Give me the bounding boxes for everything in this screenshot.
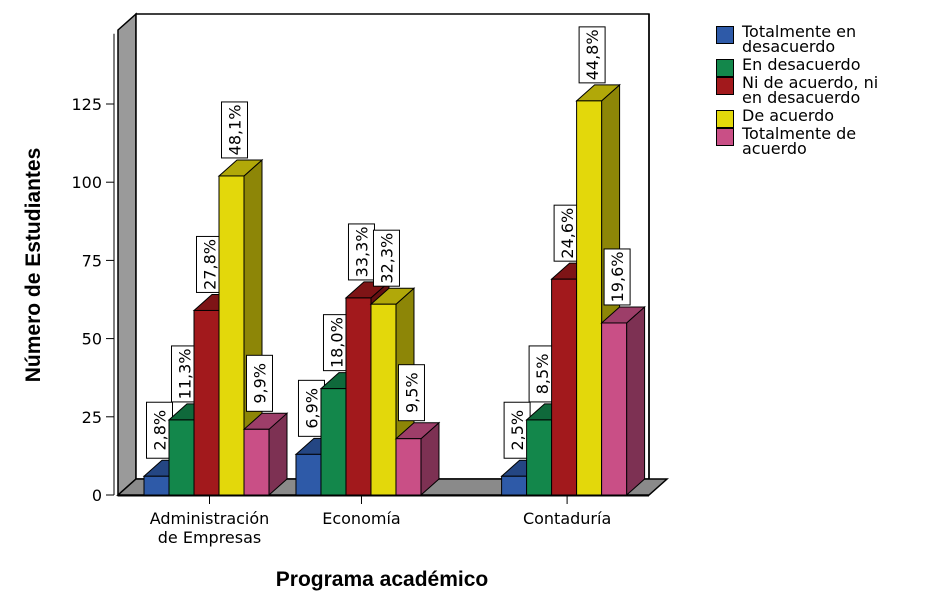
data-label-text: 2,8% [151, 410, 170, 451]
data-label-box [397, 364, 425, 422]
data-label: 19,6% [603, 248, 631, 306]
data-label-box [603, 248, 631, 306]
data-label-text: 32,3% [377, 233, 396, 284]
data-label: 9,9% [246, 354, 273, 412]
data-label-box [578, 26, 606, 84]
data-label-text: 9,5% [402, 372, 421, 413]
data-label-text: 11,3% [176, 349, 195, 400]
bar-front [526, 419, 553, 496]
x-tick-label: Administración [150, 509, 270, 528]
bar-front [193, 309, 220, 496]
legend-label: desacuerdo [742, 37, 836, 56]
x-tick-label: de Empresas [158, 528, 261, 547]
legend-label: acuerdo [742, 139, 807, 158]
data-label: 44,8% [578, 26, 606, 84]
y-axis: 0 25 50 75 100 125 [71, 33, 115, 505]
bar-front [218, 175, 245, 496]
legend: Totalmente en desacuerdo En desacuerdo Ni d… [716, 24, 931, 159]
data-label-text: 44,8% [583, 29, 602, 80]
data-label-text: 6,9% [302, 388, 321, 429]
bar-front [576, 100, 603, 496]
y-tick-label: 125 [71, 95, 102, 114]
data-label: 48,1% [221, 101, 248, 159]
data-label-box [372, 229, 400, 287]
data-label-box [246, 354, 273, 412]
bar-front [320, 388, 347, 496]
data-label-text: 9,9% [251, 363, 270, 404]
legend-item: En desacuerdo [716, 55, 931, 77]
legend-label: Ni de acuerdo, ni [742, 73, 879, 92]
bar-front [345, 297, 372, 496]
y-tick-label: 0 [92, 486, 102, 505]
data-label-text: 18,0% [327, 317, 346, 368]
data-label: 24,6% [553, 204, 581, 262]
data-label-text: 24,6% [558, 208, 577, 259]
bar-front [168, 419, 195, 496]
bar-front [395, 438, 422, 496]
legend-label: Totalmente en [742, 22, 857, 41]
y-axis-title: Número de Estudiantes [22, 148, 45, 383]
legend-label: en desacuerdo [742, 88, 861, 107]
data-label-text: 48,1% [226, 105, 245, 156]
legend-swatch [716, 128, 734, 146]
y-tick-label: 25 [82, 408, 102, 427]
y-tick-label: 50 [82, 330, 102, 349]
bar-front [243, 428, 270, 496]
data-label-text: 19,6% [608, 252, 627, 303]
bar-front [501, 475, 528, 496]
bar-0-4 [242, 412, 289, 497]
data-label: 33,3% [347, 223, 375, 281]
data-label-text: 27,8% [201, 239, 220, 290]
y-tick-label: 75 [82, 251, 102, 270]
data-label-text: 2,5% [508, 410, 527, 451]
bar-front [143, 475, 170, 496]
data-label-box [221, 101, 248, 159]
bar-1-4 [394, 421, 441, 497]
bar-front [601, 322, 628, 496]
y-tick-label: 100 [71, 173, 102, 192]
legend-swatch [716, 26, 734, 44]
left-wall [117, 12, 137, 497]
legend-item: Totalmente de acuerdo [716, 124, 931, 158]
bar-front [551, 278, 578, 496]
legend-label: De acuerdo [742, 106, 835, 125]
x-tick-label: Contaduría [523, 509, 611, 528]
legend-item: De acuerdo [716, 106, 931, 128]
data-label-text: 8,5% [533, 354, 552, 395]
bar-2-4 [600, 305, 646, 497]
data-label: 9,5% [397, 364, 425, 422]
data-label: 18,0% [322, 314, 350, 372]
data-label: 8,5% [528, 345, 556, 403]
legend-label: Totalmente de [742, 124, 857, 143]
legend-swatch [716, 59, 734, 77]
bar-side [626, 305, 646, 497]
bars: 2,8% 11,3% 27,8% 48,1% 9,9% 6,9% 18,0% 33,3% 32,… [142, 26, 646, 497]
bar-front [370, 303, 397, 496]
legend-swatch [716, 110, 734, 128]
legend-item: Totalmente en desacuerdo [716, 22, 931, 56]
bar-front [295, 453, 322, 496]
legend-swatch [716, 77, 734, 95]
legend-label: En desacuerdo [742, 55, 861, 74]
data-label: 32,3% [372, 229, 400, 287]
data-label: 11,3% [171, 345, 198, 403]
x-tick-label: Economía [322, 509, 400, 528]
data-label: 27,8% [196, 235, 223, 293]
data-label-text: 33,3% [352, 227, 371, 278]
x-axis-title: Programa académico [276, 568, 488, 591]
legend-item: Ni de acuerdo, ni en desacuerdo [716, 73, 931, 107]
data-label: 2,8% [146, 401, 173, 459]
